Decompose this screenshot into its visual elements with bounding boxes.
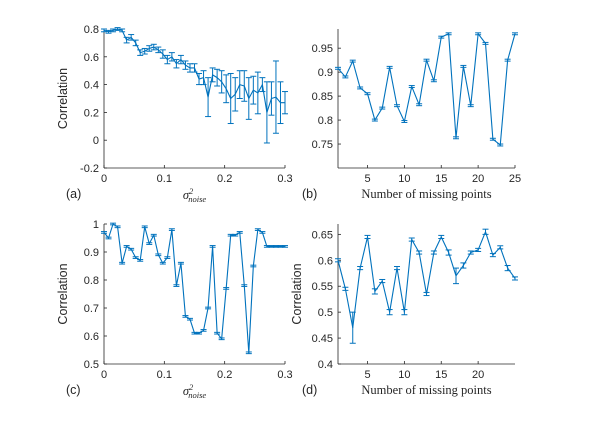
y-tick-label: 0.8 <box>318 115 333 127</box>
y-axis-label: Correlation <box>56 263 70 324</box>
panel-label: (b) <box>302 187 317 201</box>
y-tick-label: 0.4 <box>318 359 333 371</box>
panel-label: (a) <box>66 187 81 201</box>
y-axis-label: Correlation <box>290 263 304 324</box>
panel-label: (d) <box>302 383 317 397</box>
y-tick-label: 0.6 <box>84 52 99 64</box>
panel-label: (c) <box>66 383 81 397</box>
x-tick-label: 0.3 <box>277 369 292 381</box>
y-tick-label: 0.9 <box>318 67 333 79</box>
y-tick-label: 0.45 <box>312 333 333 345</box>
y-tick-label: 0.8 <box>84 24 99 36</box>
y-tick-label: 0.65 <box>312 229 333 241</box>
x-tick-label: 5 <box>364 369 370 381</box>
chart-panel-4: 5 10 15 20 0.4 0.45 0.5 0.55 0.6 0.65 Correlation N… <box>290 224 518 397</box>
x-tick-label: 5 <box>364 173 370 185</box>
x-axis-label: σ2 noise <box>183 382 207 400</box>
x-axis-label: Number of missing points <box>361 187 491 201</box>
y-tick-label: 0.95 <box>312 43 333 55</box>
x-tick-label: 0 <box>101 173 107 185</box>
y-tick-label: 0.6 <box>318 255 333 267</box>
y-tick-label: 0.5 <box>84 359 99 371</box>
x-tick-label: 0.2 <box>217 173 232 185</box>
x-tick-label: 0.1 <box>157 369 172 381</box>
y-tick-label: 1 <box>93 219 99 231</box>
y-tick-label: 0.85 <box>312 91 333 103</box>
x-tick-label: 20 <box>472 369 484 381</box>
y-tick-label: 0.55 <box>312 281 333 293</box>
x-tick-label: 0.1 <box>157 173 172 185</box>
y-tick-label: 0.6 <box>84 331 99 343</box>
x-tick-label: 0.2 <box>217 369 232 381</box>
y-tick-label: 0.75 <box>312 139 333 151</box>
x-tick-label: 25 <box>509 173 521 185</box>
y-tick-label: 0.7 <box>84 303 99 315</box>
x-tick-label: 0 <box>101 369 107 381</box>
chart-panel-2: 5 10 15 20 25 0.75 0.8 0.85 0.9 0.95 Number of mis… <box>302 29 521 201</box>
x-tick-label: 15 <box>435 173 447 185</box>
x-axis-label: Number of missing points <box>361 383 491 397</box>
x-tick-label: 0.3 <box>277 173 292 185</box>
x-tick-label: 10 <box>398 369 410 381</box>
x-axis-label: σ2 noise <box>183 186 207 204</box>
y-tick-label: 0.2 <box>84 107 99 119</box>
data-line <box>337 33 516 146</box>
y-tick-label: -0.2 <box>80 163 99 175</box>
y-tick-label: 0.9 <box>84 247 99 259</box>
data-line <box>337 231 516 329</box>
y-tick-label: 0.4 <box>84 80 99 92</box>
x-tick-label: 10 <box>398 173 410 185</box>
y-axis-label: Correlation <box>56 68 70 129</box>
y-tick-label: 0.8 <box>84 275 99 287</box>
chart-panel-3: 0 0.1 0.2 0.3 0.5 0.6 0.7 0.8 0.9 1 Correlation σ2 n… <box>56 219 293 400</box>
x-tick-label: 20 <box>472 173 484 185</box>
x-tick-label: 15 <box>435 369 447 381</box>
y-tick-label: 0.5 <box>318 307 333 319</box>
chart-panel-1: 0 0.1 0.2 0.3-0.200.20.40.60.8Correlationσ2… <box>56 24 293 204</box>
y-tick-label: 0 <box>93 135 99 147</box>
